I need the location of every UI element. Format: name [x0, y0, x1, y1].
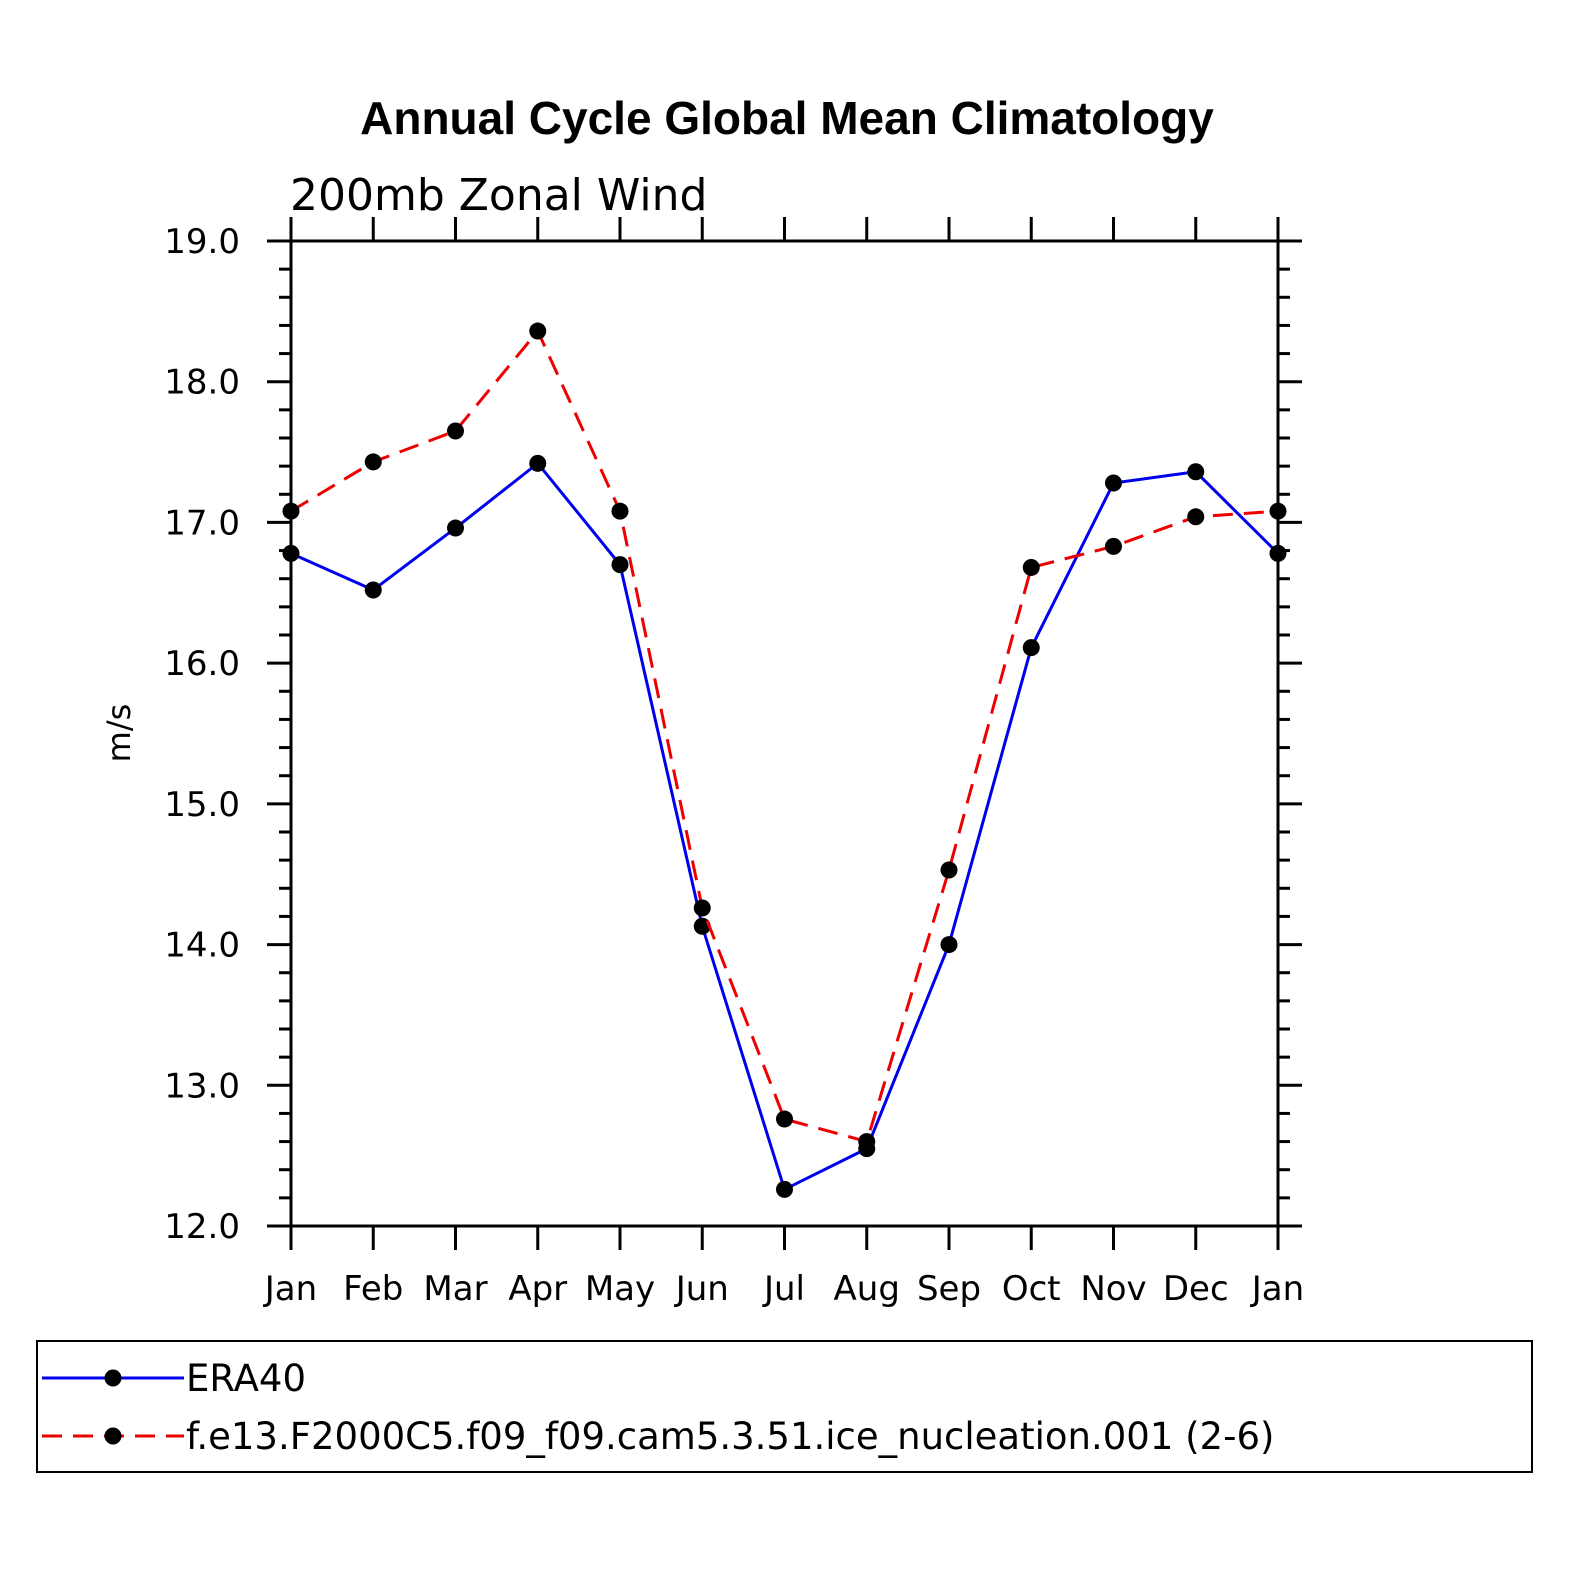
data-point	[282, 544, 300, 562]
x-tick-label: Feb	[343, 1269, 403, 1309]
x-tick-label: May	[585, 1269, 655, 1309]
legend-item: f.e13.F2000C5.f09_f09.cam5.3.51.ice_nucl…	[42, 1415, 1274, 1458]
y-tick-label: 18.0	[164, 363, 240, 403]
y-axis-label: m/s	[100, 704, 138, 763]
data-point	[447, 422, 464, 440]
data-point	[1187, 508, 1205, 526]
legend-marker	[104, 1427, 122, 1445]
data-point	[529, 322, 547, 340]
legend-item: ERA40	[42, 1357, 306, 1400]
data-point	[1269, 544, 1287, 562]
series-layer	[282, 322, 1287, 1198]
data-point	[940, 936, 958, 954]
legend-box	[36, 1340, 1533, 1473]
y-tick-label: 12.0	[164, 1207, 240, 1247]
data-point	[776, 1180, 793, 1198]
data-point	[364, 453, 382, 471]
x-tick-label: Sep	[917, 1269, 981, 1309]
x-tick-label: Oct	[1002, 1269, 1061, 1309]
x-tick-label: Jul	[762, 1269, 805, 1309]
data-point	[1105, 474, 1122, 492]
y-tick-label: 16.0	[164, 644, 240, 684]
y-tick-label: 14.0	[164, 926, 240, 966]
legend-label: f.e13.F2000C5.f09_f09.cam5.3.51.ice_nucl…	[186, 1415, 1274, 1458]
data-point	[693, 899, 711, 917]
x-axis-labels: Jan Feb Mar Apr May Jun Jul Aug Sep Oct Nov Dec Jan	[263, 1269, 1304, 1309]
data-point	[282, 502, 300, 520]
data-point	[776, 1110, 793, 1128]
legend-marker	[104, 1369, 122, 1387]
series	[282, 322, 1287, 1151]
series-line	[290, 328, 1279, 1144]
y-axis-ticks	[267, 239, 1302, 1228]
data-point	[529, 454, 547, 472]
legend-label: ERA40	[186, 1357, 306, 1400]
plot-frame	[289, 239, 1280, 1228]
x-tick-label: Dec	[1163, 1269, 1229, 1309]
x-tick-label: Aug	[834, 1269, 900, 1309]
legend-items: ERA40 f.e13.F2000C5.f09_f09.cam5.3.51.ice…	[42, 1357, 1274, 1458]
series-line	[290, 461, 1280, 1192]
x-tick-label: Mar	[423, 1269, 487, 1309]
legend: ERA40 f.e13.F2000C5.f09_f09.cam5.3.51.ice…	[36, 1340, 1533, 1473]
x-tick-label: Jun	[674, 1269, 729, 1309]
data-point	[364, 581, 382, 599]
data-point	[1187, 463, 1205, 481]
data-point	[1022, 558, 1040, 576]
data-point	[611, 502, 629, 520]
data-point	[447, 519, 464, 537]
data-point	[1269, 502, 1287, 520]
x-tick-label: Jan	[263, 1269, 317, 1309]
y-axis-labels: 12.0 13.0 14.0 15.0 16.0 17.0 18.0 19.0	[164, 222, 240, 1247]
data-point	[858, 1133, 876, 1151]
y-tick-label: 19.0	[164, 222, 240, 262]
y-tick-label: 15.0	[164, 785, 240, 825]
data-point	[611, 556, 629, 574]
chart-subtitle: 200mb Zonal Wind	[290, 170, 707, 221]
data-point	[940, 861, 958, 879]
series	[282, 454, 1287, 1198]
data-point	[1022, 639, 1040, 657]
data-point	[1105, 537, 1122, 555]
y-tick-label: 13.0	[164, 1066, 240, 1106]
chart-title: Annual Cycle Global Mean Climatology	[360, 92, 1214, 144]
x-tick-label: Nov	[1080, 1269, 1146, 1309]
y-tick-label: 17.0	[164, 503, 240, 543]
x-axis-ticks	[289, 217, 1280, 1250]
x-tick-label: Jan	[1250, 1269, 1304, 1309]
x-tick-label: Apr	[508, 1269, 567, 1309]
